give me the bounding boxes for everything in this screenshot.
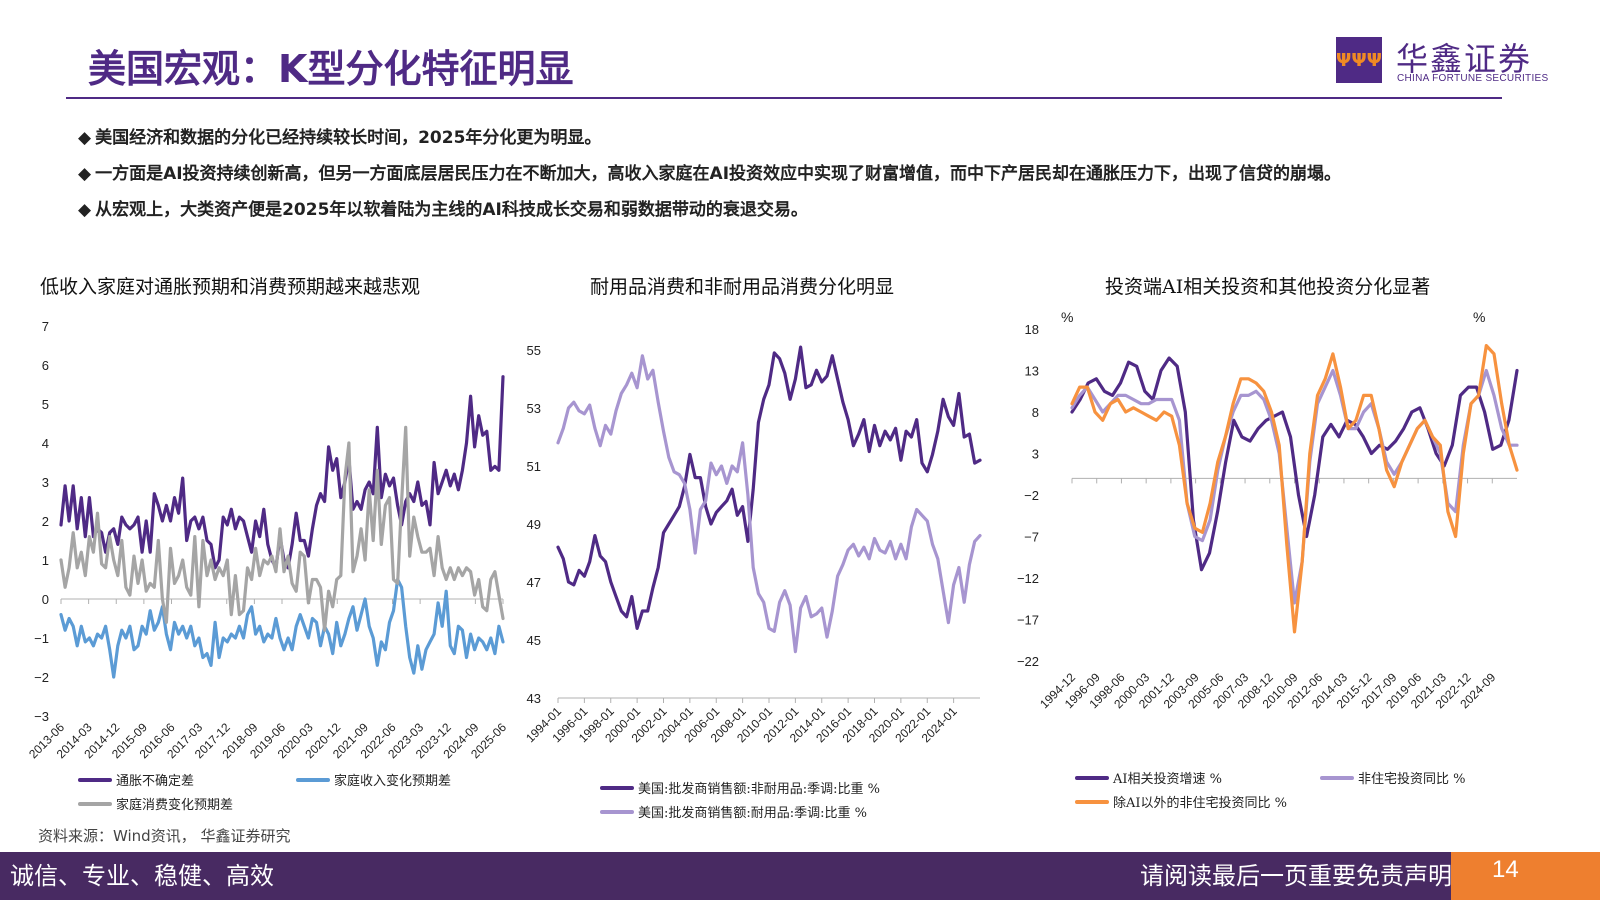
legend-label: 家庭消费变化预期差 xyxy=(116,798,234,813)
y-tick-label: −7 xyxy=(1024,530,1039,545)
bullet-item: ◆ 一方面是AI投资持续创新高，但另一方面底层居民压力在不断加大，高收入家庭在AI… xyxy=(78,162,1341,198)
chart3-ai-investment: 181383−2−7−12−17−221994-121996-091998-06… xyxy=(1017,309,1519,711)
diamond-bullet-icon: ◆ xyxy=(78,200,92,220)
legend-label: 通胀不确定差 xyxy=(116,774,195,789)
legend-item: 通胀不确定差 xyxy=(78,770,194,789)
y-tick-label: 3 xyxy=(1032,447,1039,462)
legend-swatch xyxy=(600,785,634,790)
legend-label: 美国:批发商销售额:耐用品:季调:比重 % xyxy=(638,806,868,821)
y-tick-label: −3 xyxy=(34,709,49,724)
diamond-bullet-icon: ◆ xyxy=(78,164,92,184)
y-tick-label: −2 xyxy=(34,670,49,685)
y-tick-label: 4 xyxy=(42,436,49,451)
y-tick-label: −12 xyxy=(1017,571,1039,586)
legend-label: 除AI以外的非住宅投资同比 % xyxy=(1113,796,1288,811)
y-tick-label: −17 xyxy=(1017,613,1039,628)
bullet-text: 一方面是AI投资持续创新高，但另一方面底层居民压力在不断加大，高收入家庭在AI投… xyxy=(95,164,1342,184)
legend-label: 家庭收入变化预期差 xyxy=(334,774,452,789)
legend-item: 美国:批发商销售额:耐用品:季调:比重 % xyxy=(600,802,867,821)
y-tick-label: 49 xyxy=(527,517,541,532)
bullet-text: 美国经济和数据的分化已经持续较长时间，2025年分化更为明显。 xyxy=(95,128,602,148)
legend-swatch xyxy=(296,777,330,782)
bullet-text: 从宏观上，大类资产便是2025年以软着陆为主线的AI科技成长交易和弱数据带动的衰… xyxy=(95,200,808,220)
y-tick-label: 13 xyxy=(1025,364,1039,379)
chart1-title: 低收入家庭对通胀预期和消费预期越来越悲观 xyxy=(40,276,421,298)
series-line-1 xyxy=(1070,356,1519,572)
chart1-inflation-consumption: 76543210−1−2−32013-062014-032014-122015-… xyxy=(26,319,509,761)
y-tick-label: 6 xyxy=(42,358,49,373)
logo-mark: ΨΨΨ xyxy=(1336,49,1382,71)
legend-item: 美国:批发商销售额:非耐用品:季调:比重 % xyxy=(600,778,880,797)
y-tick-label: 47 xyxy=(527,575,541,590)
bullet-item: ◆ 美国经济和数据的分化已经持续较长时间，2025年分化更为明显。 xyxy=(78,126,1341,162)
diamond-bullet-icon: ◆ xyxy=(78,128,92,148)
y-tick-label: 1 xyxy=(42,553,49,568)
legend-label: 非住宅投资同比 % xyxy=(1358,772,1466,787)
chart1-legend: 通胀不确定差 家庭收入变化预期差 家庭消费变化预期差 xyxy=(78,770,518,820)
page-title: 美国宏观：K型分化特征明显 xyxy=(88,47,574,91)
legend-item: 除AI以外的非住宅投资同比 % xyxy=(1075,792,1287,811)
series-line-1 xyxy=(556,345,982,630)
legend-swatch xyxy=(1320,775,1354,780)
y-tick-label: 18 xyxy=(1025,322,1039,337)
legend-swatch xyxy=(1075,799,1109,804)
y-tick-label: 45 xyxy=(527,633,541,648)
series-line-2 xyxy=(59,577,505,679)
y-unit-label-right: % xyxy=(1473,309,1485,325)
footer-disclaimer-link[interactable]: 请阅读最后一页重要免责声明 xyxy=(1140,862,1452,890)
legend-label: 美国:批发商销售额:非耐用品:季调:比重 % xyxy=(638,782,881,797)
legend-swatch xyxy=(78,777,112,782)
y-tick-label: −2 xyxy=(1024,488,1039,503)
y-tick-label: 5 xyxy=(42,397,49,412)
y-unit-label-left: % xyxy=(1061,309,1073,325)
y-tick-label: 53 xyxy=(527,401,541,416)
legend-swatch xyxy=(1075,775,1109,780)
legend-label: AI相关投资增速 % xyxy=(1113,772,1223,787)
chart3-legend: AI相关投资增速 % 非住宅投资同比 % 除AI以外的非住宅投资同比 % xyxy=(1075,768,1535,818)
page-number-box xyxy=(1451,852,1600,900)
legend-item: 非住宅投资同比 % xyxy=(1320,768,1466,787)
company-name-cn: 华鑫证券 xyxy=(1396,40,1533,78)
y-tick-label: 2 xyxy=(42,514,49,529)
y-tick-label: 0 xyxy=(42,592,49,607)
y-tick-label: 51 xyxy=(527,459,541,474)
footer-slogan: 诚信、专业、稳健、高效 xyxy=(10,862,274,890)
series-line-3 xyxy=(59,425,505,632)
title-divider xyxy=(66,97,1502,99)
chart3-title: 投资端AI相关投资和其他投资分化显著 xyxy=(1105,276,1431,298)
bullet-list: ◆ 美国经济和数据的分化已经持续较长时间，2025年分化更为明显。 ◆ 一方面是AI… xyxy=(78,126,1341,234)
legend-swatch xyxy=(600,809,634,814)
y-tick-label: 7 xyxy=(42,319,49,334)
company-name-en: CHINA FORTUNE SECURITIES xyxy=(1397,73,1549,84)
y-tick-label: −22 xyxy=(1017,654,1039,669)
chart2-legend: 美国:批发商销售额:非耐用品:季调:比重 % 美国:批发商销售额:耐用品:季调:… xyxy=(600,778,960,828)
legend-item: AI相关投资增速 % xyxy=(1075,768,1222,787)
legend-item: 家庭消费变化预期差 xyxy=(78,794,233,813)
page-number: 14 xyxy=(1492,856,1519,883)
legend-swatch xyxy=(78,801,112,806)
series-line-2 xyxy=(1070,368,1519,605)
data-source-note: 资料来源：Wind资讯， 华鑫证券研究 xyxy=(38,827,291,845)
series-line-3 xyxy=(1070,344,1519,634)
series-line-2 xyxy=(556,354,982,654)
y-tick-label: 8 xyxy=(1032,405,1039,420)
chart2-title: 耐用品消费和非耐用品消费分化明显 xyxy=(590,276,895,298)
y-tick-label: 43 xyxy=(527,691,541,706)
y-tick-label: −1 xyxy=(34,631,49,646)
y-tick-label: 3 xyxy=(42,475,49,490)
chart2-durable-nondurable: 555351494745431994-011996-011998-012000-… xyxy=(523,343,982,745)
legend-item: 家庭收入变化预期差 xyxy=(296,770,451,789)
bullet-item: ◆ 从宏观上，大类资产便是2025年以软着陆为主线的AI科技成长交易和弱数据带动的… xyxy=(78,198,1341,234)
company-logo-icon: ΨΨΨ xyxy=(1336,37,1382,83)
footer-bar xyxy=(0,852,1600,900)
y-tick-label: 55 xyxy=(527,343,541,358)
